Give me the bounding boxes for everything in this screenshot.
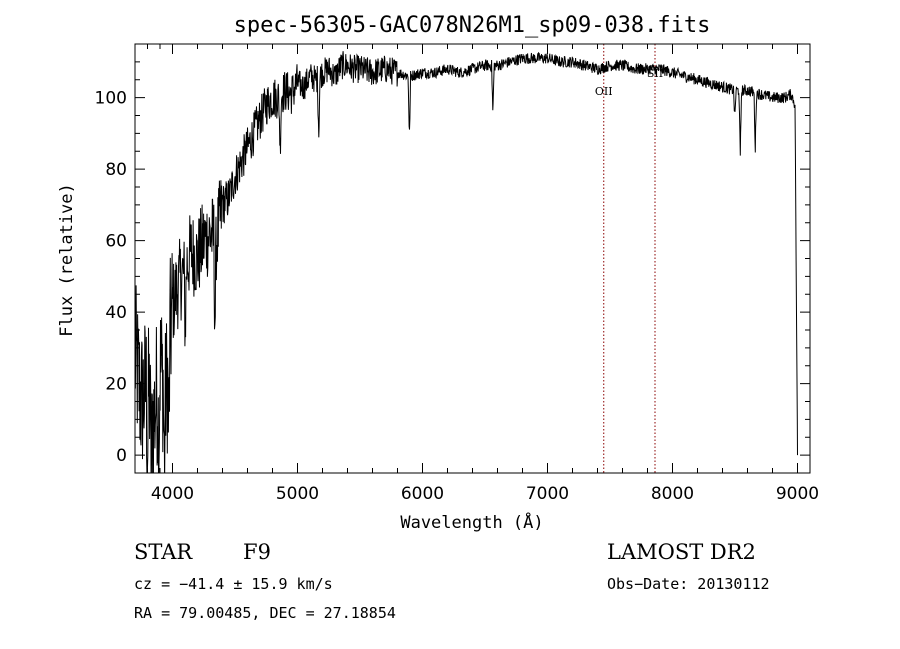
y-tick-label: 80 (105, 160, 127, 180)
x-tick-label: 8000 (651, 484, 694, 504)
line-markers (603, 44, 656, 473)
y-tick-label: 60 (105, 232, 127, 252)
x-tick-label: 6000 (401, 484, 444, 504)
y-tick-label: 20 (105, 375, 127, 395)
x-tick-label: 4000 (151, 484, 194, 504)
chart-title: spec-56305-GAC078N26M1_sp09-038.fits (234, 13, 711, 38)
spectral-subclass: F9 (243, 540, 271, 564)
cz-velocity: cz = −41.4 ± 15.9 km/s (134, 575, 333, 593)
ra-dec: RA = 79.00485, DEC = 27.18854 (134, 604, 396, 622)
survey-name: LAMOST DR2 (607, 540, 756, 564)
y-tick-label: 40 (105, 303, 127, 323)
x-tick-label: 5000 (276, 484, 319, 504)
plot-frame (134, 43, 811, 474)
y-tick-label: 0 (116, 446, 127, 466)
x-axis-label: Wavelength (Å) (400, 511, 543, 533)
marker-label: OII (595, 85, 613, 98)
y-tick-label: 100 (95, 89, 127, 109)
tick-labels: 4000 5000 6000 7000 8000 9000 0 20 40 60 80 100 (95, 89, 820, 504)
object-class: STAR (134, 540, 193, 564)
y-axis-label: Flux (relative) (57, 183, 77, 337)
x-tick-label: 7000 (526, 484, 569, 504)
observation-date: Obs−Date: 20130112 (607, 575, 770, 593)
marker-labels: OII SII (595, 67, 663, 98)
axis-ticks (135, 44, 810, 473)
x-tick-label: 9000 (776, 484, 819, 504)
flux-series-line (135, 51, 798, 473)
marker-label: SII (647, 67, 663, 80)
